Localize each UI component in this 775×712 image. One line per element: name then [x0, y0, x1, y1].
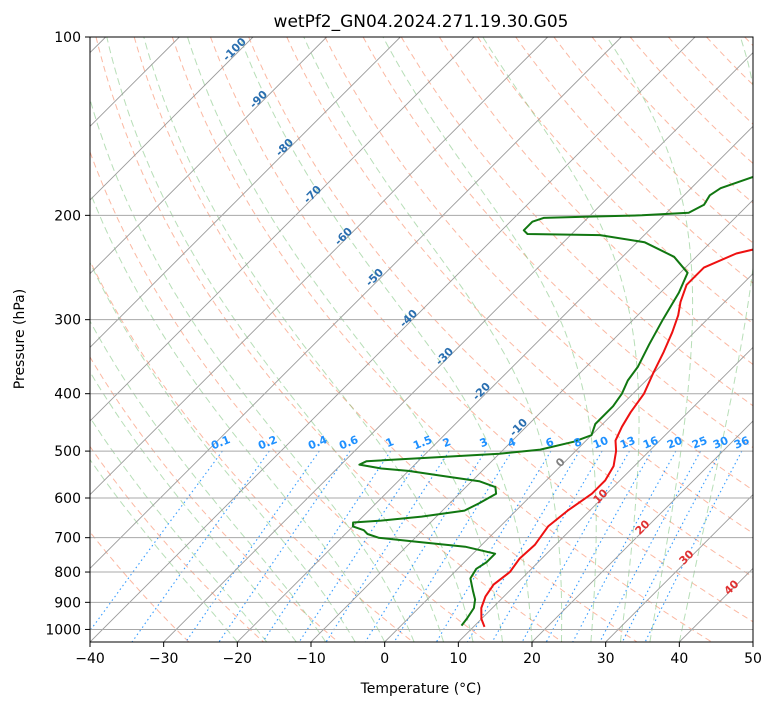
y-tick-label: 700: [54, 531, 81, 547]
x-tick-label: 10: [449, 651, 467, 667]
y-tick-label: 600: [54, 491, 81, 507]
y-tick-label: 900: [54, 595, 81, 611]
y-tick-label: 300: [54, 313, 81, 329]
x-tick-label: 50: [744, 651, 762, 667]
x-tick-label: −20: [223, 651, 253, 667]
y-tick-label: 1000: [45, 622, 81, 638]
x-tick-label: −30: [149, 651, 179, 667]
chart-title: wetPf2_GN04.2024.271.19.30.G05: [274, 12, 569, 32]
y-tick-label: 200: [54, 208, 81, 224]
x-tick-label: −40: [75, 651, 105, 667]
x-tick-label: 30: [597, 651, 615, 667]
x-tick-label: 20: [523, 651, 541, 667]
x-tick-label: 0: [380, 651, 389, 667]
x-tick-label: −10: [296, 651, 326, 667]
y-tick-label: 500: [54, 444, 81, 460]
x-axis-label: Temperature (°C): [360, 681, 482, 697]
y-tick-label: 800: [54, 565, 81, 581]
x-tick-label: 40: [670, 651, 688, 667]
y-axis-label: Pressure (hPa): [12, 289, 28, 389]
y-tick-label: 100: [54, 30, 81, 46]
y-tick-label: 400: [54, 387, 81, 403]
